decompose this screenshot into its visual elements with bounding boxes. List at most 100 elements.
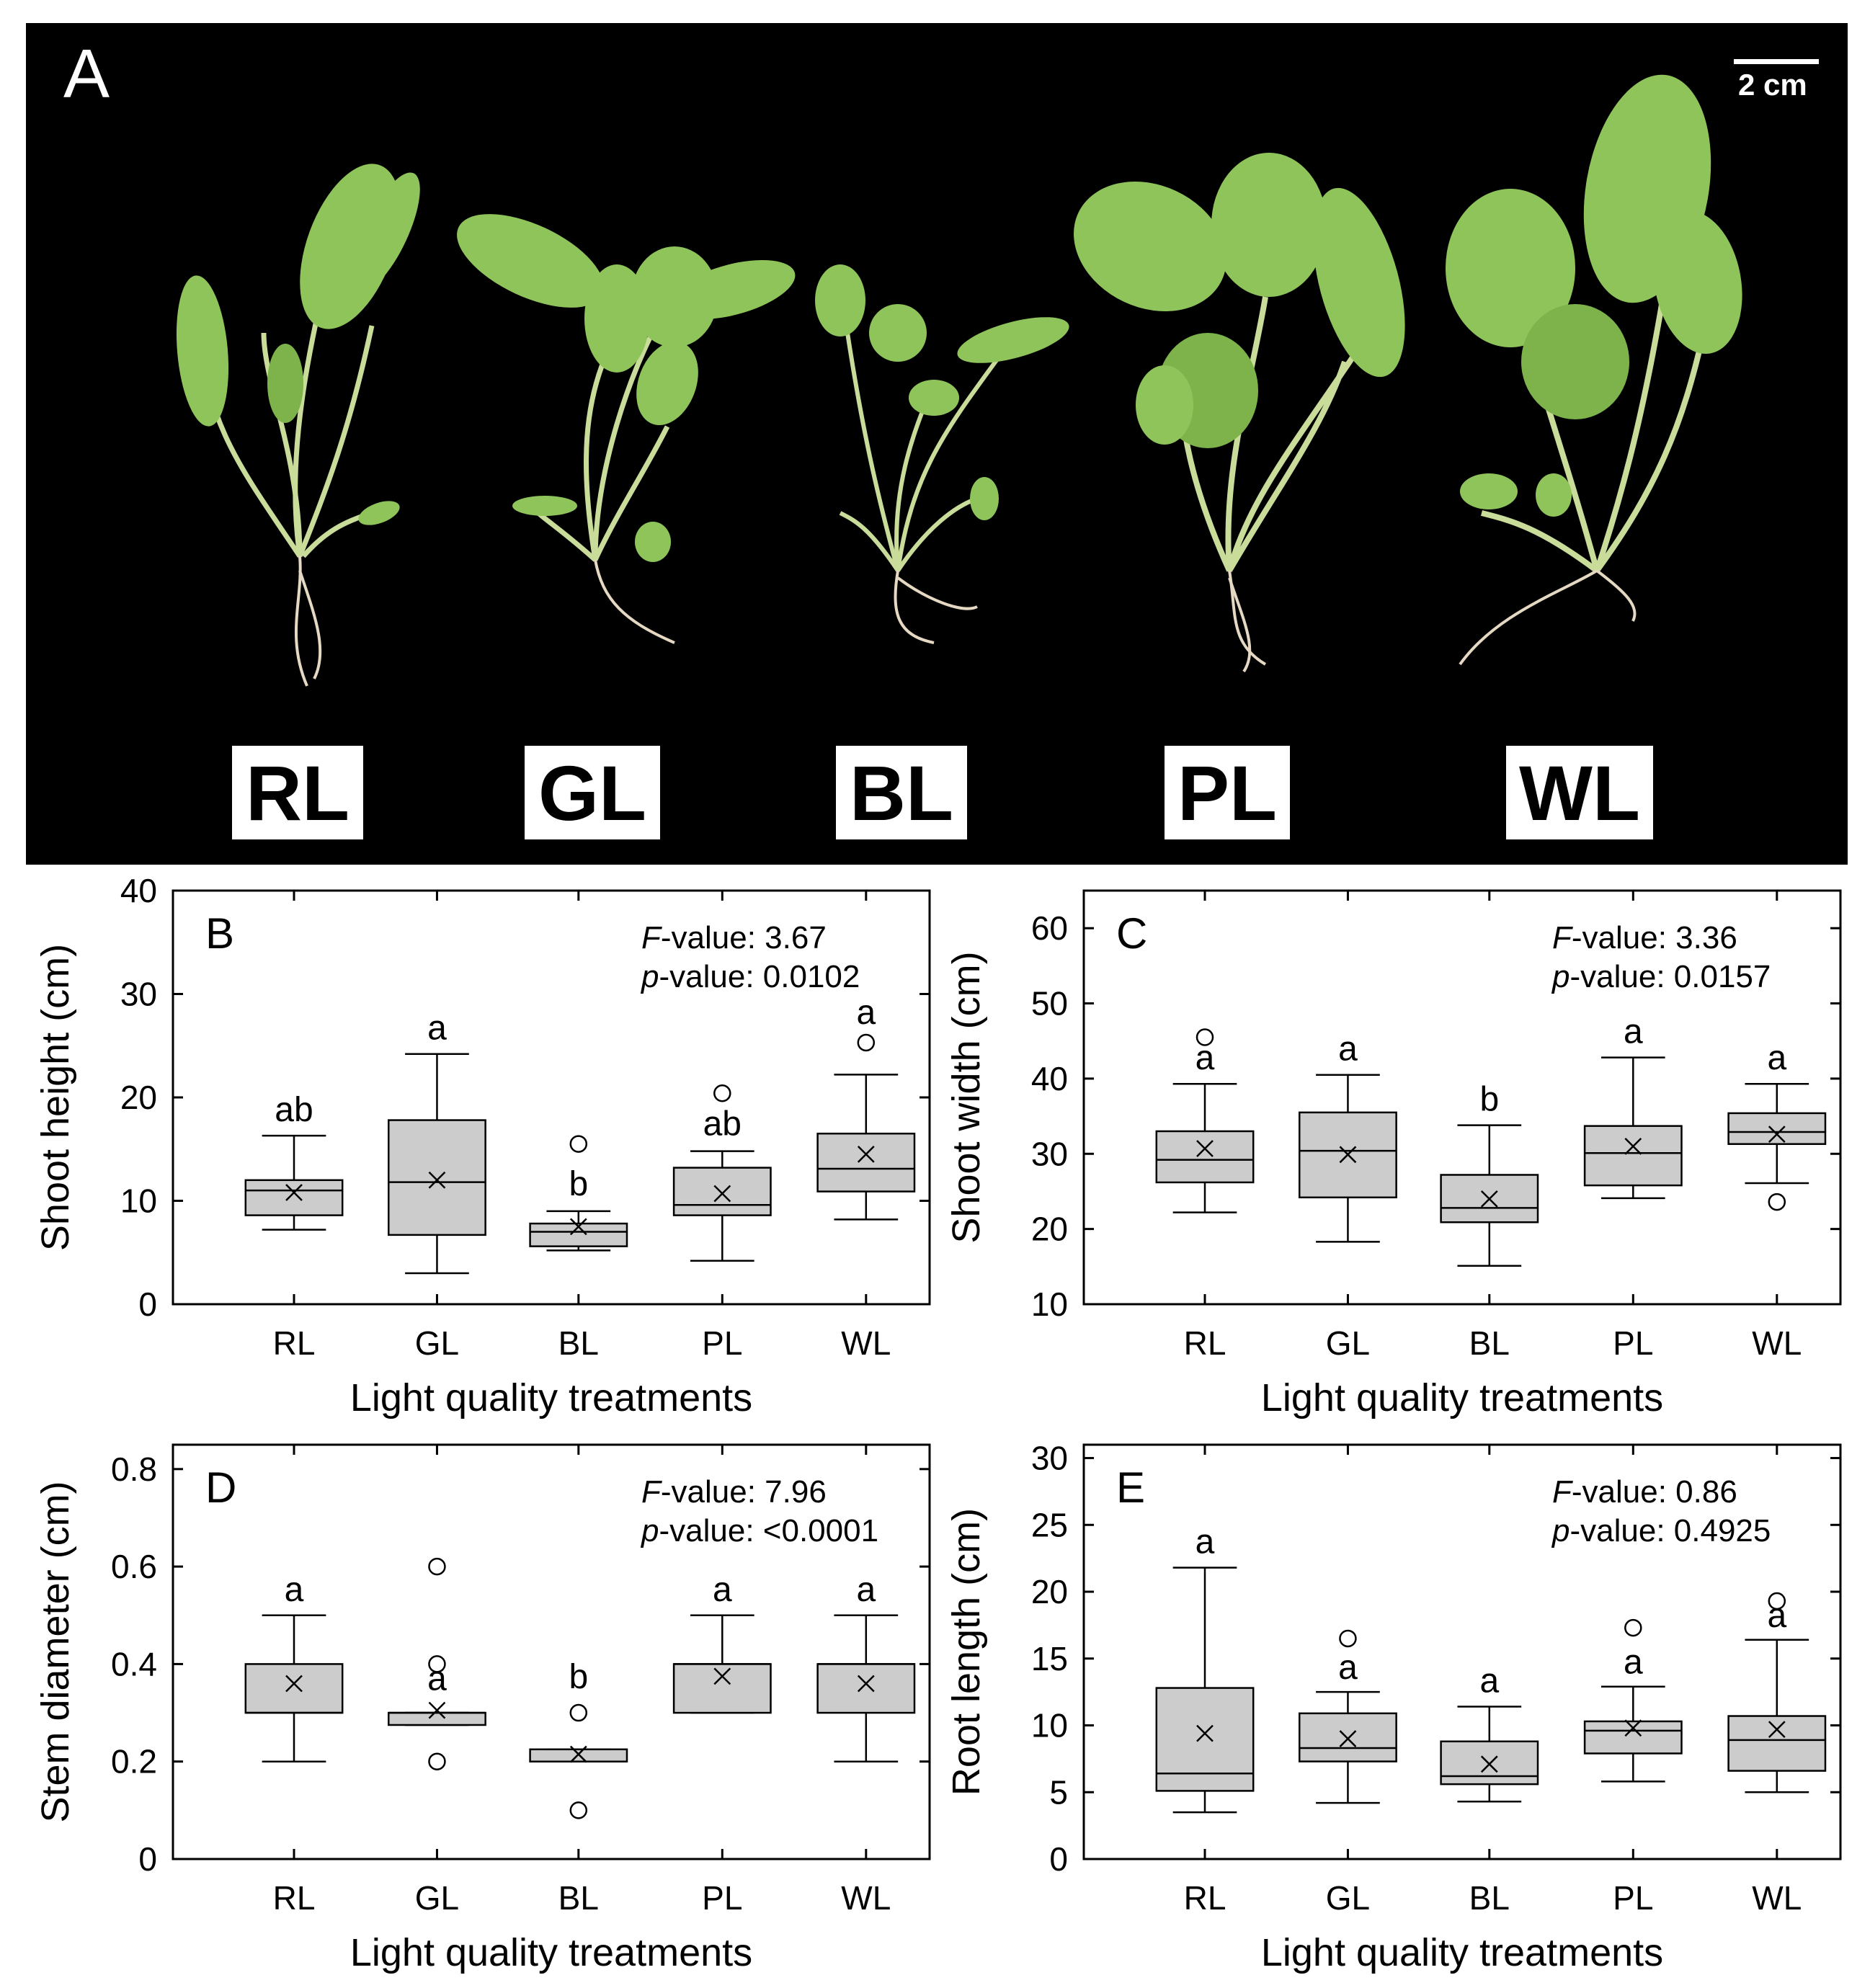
y-tick-label: 0 [138,1285,157,1323]
outlier-point [1339,1629,1357,1648]
iqr-box [1299,1712,1397,1762]
y-tick-label: 0.6 [111,1548,157,1585]
significance-letter: b [1479,1081,1499,1119]
mean-marker [1768,1721,1786,1738]
outlier-point [428,1557,446,1576]
mean-marker [428,1701,446,1719]
iqr-box [816,1132,916,1193]
panel-letter: E [1116,1463,1145,1512]
x-tick-label: PL [702,1879,742,1917]
box-pl: a [1583,1013,1683,1200]
significance-letter: a [856,994,876,1032]
plant-rl-leaves [176,164,420,525]
y-tick-label: 0.4 [111,1645,157,1682]
plant-bl-leaves [815,264,1069,520]
iqr-box [244,1663,344,1714]
plot-frame [172,889,931,1306]
box-wl: a [1727,1592,1827,1793]
box-rl: a [244,1571,344,1762]
significance-letter: a [285,1571,304,1609]
y-tick-label: 20 [1031,1573,1068,1610]
box-bl: a [1440,1662,1539,1803]
mean-marker [1480,1190,1498,1208]
significance-letter: a [1479,1662,1499,1701]
mean-marker [857,1675,875,1693]
y-tick-label: 40 [120,872,157,909]
y-axis-label: Shoot height (cm) [34,944,77,1251]
treatment-label-gl: GL [525,746,660,839]
mean-marker [285,1675,303,1693]
y-tick-label: 40 [1031,1060,1068,1097]
significance-letter: a [1624,1644,1643,1682]
box-gl: a [1299,1629,1397,1804]
x-axis-label: Light quality treatments [1261,1376,1663,1419]
x-tick-label: PL [1613,1324,1653,1362]
plant-wl-leaves [1446,74,1742,517]
x-tick-label: BL [558,1879,599,1917]
plot-frame [1082,889,1842,1306]
box-bl: b [1440,1081,1539,1267]
x-axis-label: Light quality treatments [1261,1931,1663,1974]
panel-letter: B [205,909,234,958]
x-axis-label: Light quality treatments [350,1376,752,1419]
iqr-box [1727,1715,1827,1772]
panel-b: 0 10 20 30 40 RL GL BL PL WL Light quality treatme… [34,872,931,1419]
treatment-label-rl: RL [232,746,363,839]
outlier-point [1196,1028,1214,1046]
y-axis-label: Root length (cm) [945,1508,988,1796]
iqr-box [1440,1174,1539,1223]
x-tick-label: PL [702,1324,742,1362]
p-value-text: p-value: 0.4925 [1551,1513,1771,1548]
mean-marker [1480,1755,1498,1773]
iqr-box [529,1748,628,1762]
outlier-point [428,1752,446,1770]
y-tick-label: 30 [1031,1440,1068,1477]
iqr-box [816,1663,916,1714]
outlier-point [1624,1618,1642,1637]
box-gl: a [1299,1030,1397,1243]
photo-panel: A 2 cm RL GL BL PL WL [26,23,1848,865]
mean-marker [1624,1137,1642,1155]
outlier-point [857,1033,876,1052]
significance-letter: a [1338,1030,1358,1069]
x-axis-label: Light quality treatments [350,1931,752,1974]
x-tick-label: GL [1326,1324,1370,1362]
plot-frame [1082,1443,1842,1860]
x-tick-label: BL [1469,1324,1510,1362]
plant-bl [839,332,1008,572]
mean-marker [569,1218,587,1236]
box-wl: a [816,994,916,1221]
significance-letter: a [1196,1523,1215,1561]
significance-letter: a [1767,1597,1786,1635]
significance-letter: b [569,1165,588,1203]
mean-marker [428,1171,446,1189]
treatment-label-bl: BL [836,746,967,839]
mean-marker [1768,1126,1786,1144]
f-value-text: F-value: 3.36 [1552,920,1737,955]
box-gl: a [388,1557,486,1770]
outlier-point [428,1655,446,1673]
panel-letter: C [1116,909,1147,958]
iqr-box [672,1663,772,1714]
mean-marker [713,1667,731,1685]
x-tick-label: WL [1752,1879,1802,1917]
x-tick-label: RL [1184,1879,1226,1917]
box-bl: b [529,1658,628,1819]
y-tick-label: 0.8 [111,1450,157,1488]
plant-photo [176,59,1819,687]
box-pl: a [1583,1618,1683,1783]
plant-gl-leaves [457,214,796,562]
x-tick-label: PL [1613,1879,1653,1917]
outlier-point [569,1703,588,1722]
p-value-text: p-value: 0.0157 [1551,959,1771,994]
significance-letter: ab [703,1105,742,1144]
x-tick-label: WL [841,1879,891,1917]
box-pl: ab [672,1084,772,1262]
plant-pl-leaves [1074,153,1405,448]
x-tick-label: RL [273,1879,316,1917]
x-tick-label: BL [558,1324,599,1362]
box-pl: a [672,1571,772,1714]
treatment-label-pl: PL [1165,746,1290,839]
significance-letter: a [427,1660,447,1698]
box-bl: b [529,1135,628,1252]
